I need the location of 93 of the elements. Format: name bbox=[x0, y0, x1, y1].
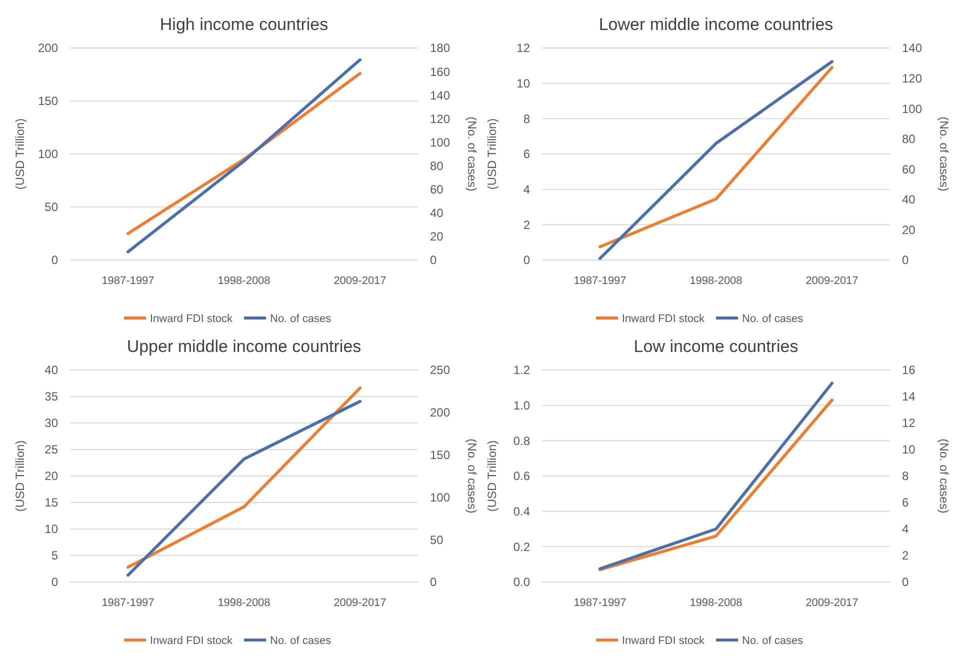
y2-tick-label: 40 bbox=[430, 206, 444, 220]
y2-tick-label: 20 bbox=[430, 230, 444, 244]
y-tick-label: 50 bbox=[44, 200, 58, 214]
legend-label: Inward FDI stock bbox=[150, 634, 234, 647]
x-tick-label: 2009-2017 bbox=[334, 597, 386, 609]
y2-tick-label: 100 bbox=[430, 490, 450, 504]
x-tick-label: 1987-1997 bbox=[102, 597, 154, 609]
y2-tick-label: 140 bbox=[430, 88, 450, 102]
y-axis-title: (USD Trillion) bbox=[13, 118, 27, 190]
y2-tick-label: 0 bbox=[430, 575, 437, 590]
y2-tick-label: 0 bbox=[902, 253, 909, 268]
y2-tick-label: 150 bbox=[430, 448, 450, 462]
y2-tick-label: 12 bbox=[902, 416, 916, 430]
y-tick-label: 15 bbox=[44, 496, 58, 510]
y2-tick-label: 0 bbox=[902, 575, 909, 590]
y-tick-label: 0 bbox=[523, 253, 530, 268]
y2-tick-label: 2 bbox=[902, 548, 909, 563]
y-tick-label: 0.4 bbox=[513, 504, 530, 519]
y-tick-label: 20 bbox=[44, 469, 58, 484]
legend-label: Inward FDI stock bbox=[622, 634, 706, 647]
y-tick-label: 0.8 bbox=[513, 434, 530, 448]
y-tick-label: 0 bbox=[51, 253, 58, 268]
y2-tick-label: 250 bbox=[430, 363, 450, 378]
y2-axis-title: (No. of cases) bbox=[465, 438, 479, 514]
y2-tick-label: 100 bbox=[902, 102, 922, 116]
y-tick-label: 1.2 bbox=[513, 363, 530, 378]
y-tick-label: 2 bbox=[523, 218, 530, 232]
y2-tick-label: 200 bbox=[430, 406, 450, 420]
y2-tick-label: 80 bbox=[430, 158, 444, 173]
y-axis-title: (USD Trillion) bbox=[485, 118, 499, 190]
y2-tick-label: 14 bbox=[902, 390, 916, 404]
legend-label: No. of cases bbox=[270, 312, 332, 325]
y-tick-label: 0.0 bbox=[513, 575, 530, 590]
chart-title: Upper middle income countries bbox=[126, 337, 362, 356]
chart-title: High income countries bbox=[160, 15, 328, 34]
y2-tick-label: 6 bbox=[902, 496, 909, 510]
y-tick-label: 8 bbox=[523, 112, 530, 126]
y-tick-label: 0 bbox=[51, 575, 58, 590]
y-tick-label: 35 bbox=[44, 390, 58, 404]
y2-tick-label: 60 bbox=[902, 162, 916, 176]
x-tick-label: 2009-2017 bbox=[334, 275, 386, 287]
y-tick-label: 5 bbox=[51, 548, 58, 563]
y2-tick-label: 50 bbox=[430, 532, 444, 547]
x-tick-label: 1987-1997 bbox=[102, 275, 154, 287]
legend-label: No. of cases bbox=[742, 634, 804, 647]
y2-tick-label: 0 bbox=[430, 253, 437, 268]
y2-axis-title: (No. of cases) bbox=[937, 116, 951, 192]
y2-tick-label: 16 bbox=[902, 363, 916, 378]
y2-axis-title: (No. of cases) bbox=[465, 116, 479, 192]
x-tick-label: 1998-2008 bbox=[218, 275, 270, 287]
y-tick-label: 200 bbox=[38, 41, 58, 56]
y-axis-title: (USD Trillion) bbox=[13, 440, 27, 512]
chart-title: Lower middle income countries bbox=[598, 15, 834, 34]
y2-tick-label: 4 bbox=[902, 522, 909, 536]
y-tick-label: 1.0 bbox=[513, 398, 530, 413]
y2-tick-label: 8 bbox=[902, 469, 909, 484]
x-tick-label: 1987-1997 bbox=[574, 597, 626, 609]
y-tick-label: 0.2 bbox=[513, 540, 530, 554]
x-tick-label: 1998-2008 bbox=[218, 597, 270, 609]
x-tick-label: 2009-2017 bbox=[806, 275, 858, 287]
y-tick-label: 10 bbox=[44, 522, 58, 536]
y2-tick-label: 10 bbox=[902, 442, 916, 457]
y2-tick-label: 160 bbox=[430, 64, 450, 79]
y2-axis-title: (No. of cases) bbox=[937, 438, 951, 514]
legend-label: Inward FDI stock bbox=[622, 312, 706, 325]
y2-tick-label: 80 bbox=[902, 132, 916, 146]
y-tick-label: 0.6 bbox=[513, 469, 530, 484]
y2-tick-label: 140 bbox=[902, 41, 922, 56]
y-tick-label: 25 bbox=[44, 442, 58, 457]
x-tick-label: 1998-2008 bbox=[690, 275, 742, 287]
x-tick-label: 1987-1997 bbox=[574, 275, 626, 287]
y2-tick-label: 60 bbox=[430, 182, 444, 197]
y-tick-label: 12 bbox=[516, 41, 530, 56]
y2-tick-label: 120 bbox=[430, 112, 450, 126]
y2-tick-label: 20 bbox=[902, 222, 916, 237]
y-tick-label: 10 bbox=[516, 76, 530, 91]
y-tick-label: 100 bbox=[38, 147, 58, 162]
y-tick-label: 30 bbox=[44, 416, 58, 430]
legend-label: No. of cases bbox=[742, 312, 804, 325]
legend-label: Inward FDI stock bbox=[150, 312, 234, 325]
y-axis-title: (USD Trillion) bbox=[485, 440, 499, 512]
y2-tick-label: 100 bbox=[430, 135, 450, 150]
y-tick-label: 40 bbox=[44, 363, 58, 378]
y-tick-label: 6 bbox=[523, 147, 530, 162]
y-tick-label: 150 bbox=[38, 94, 58, 108]
y-tick-label: 4 bbox=[523, 182, 530, 197]
x-tick-label: 2009-2017 bbox=[806, 597, 858, 609]
x-tick-label: 1998-2008 bbox=[690, 597, 742, 609]
y2-tick-label: 180 bbox=[430, 41, 450, 56]
legend-label: No. of cases bbox=[270, 634, 332, 647]
y2-tick-label: 120 bbox=[902, 71, 922, 86]
y2-tick-label: 40 bbox=[902, 192, 916, 207]
chart-title: Low income countries bbox=[634, 337, 798, 356]
